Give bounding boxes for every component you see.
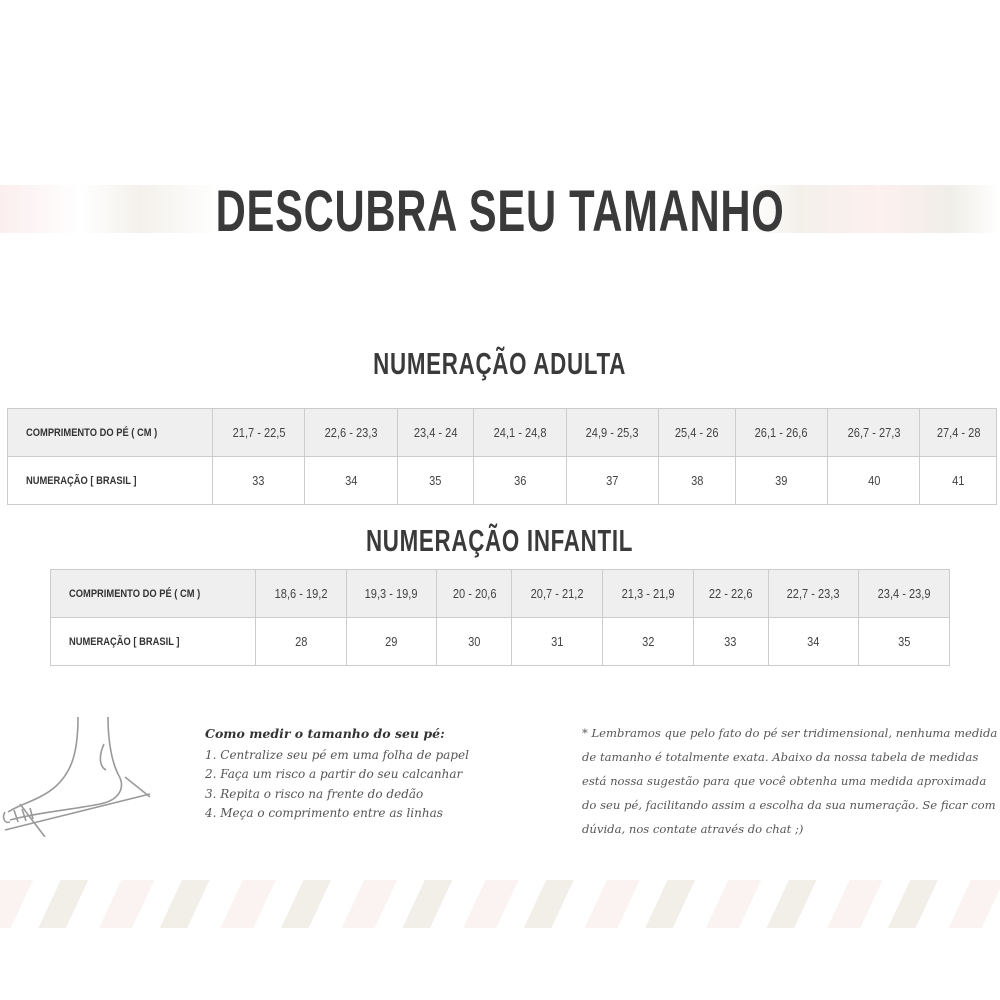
length-cell: 21,7 - 22,5 — [211, 408, 306, 457]
size-cell: 35 — [858, 617, 950, 666]
length-cell: 27,4 - 28 — [919, 408, 997, 457]
size-cell: 41 — [919, 456, 997, 505]
length-cell: 22,7 - 23,3 — [767, 569, 860, 618]
size-cell: 33 — [211, 456, 306, 505]
how-to-step: 3. Repita o risco na frente do dedão — [205, 786, 424, 801]
how-to-measure: Como medir o tamanho do seu pé: 1. Centr… — [205, 724, 469, 824]
length-cell: 18,6 - 19,2 — [255, 569, 347, 618]
page-title: DESCUBRA SEU TAMANHO — [215, 179, 785, 244]
size-cell: 29 — [345, 617, 438, 666]
length-cell: 20,7 - 21,2 — [511, 569, 603, 618]
size-cell: 31 — [511, 617, 603, 666]
size-cell: 40 — [827, 456, 921, 505]
decorative-banner-bottom — [0, 880, 1000, 928]
row-label: COMPRIMENTO DO PÉ ( CM ) — [7, 408, 213, 457]
adult-size-table: COMPRIMENTO DO PÉ ( CM ) 21,7 - 22,5 22,6 … — [7, 408, 997, 505]
size-cell: 33 — [692, 617, 769, 666]
length-cell: 26,7 - 27,3 — [827, 408, 921, 457]
size-cell: 32 — [601, 617, 694, 666]
length-row: COMPRIMENTO DO PÉ ( CM ) 21,7 - 22,5 22,6 … — [7, 408, 997, 457]
adult-title: NUMERAÇÃO ADULTA — [373, 346, 627, 381]
length-cell: 26,1 - 26,6 — [734, 408, 829, 457]
length-cell: 21,3 - 21,9 — [601, 569, 694, 618]
size-cell: 35 — [396, 456, 475, 505]
length-cell: 22,6 - 23,3 — [304, 408, 398, 457]
size-cell: 34 — [767, 617, 860, 666]
size-cell: 34 — [304, 456, 398, 505]
length-cell: 24,1 - 24,8 — [473, 408, 567, 457]
size-cell: 30 — [436, 617, 513, 666]
length-cell: 20 - 20,6 — [436, 569, 513, 618]
length-cell: 19,3 - 19,9 — [345, 569, 438, 618]
length-cell: 22 - 22,6 — [692, 569, 769, 618]
infant-size-table: COMPRIMENTO DO PÉ ( CM ) 18,6 - 19,2 19,3 … — [50, 569, 950, 666]
infant-title: NUMERAÇÃO INFANTIL — [366, 523, 634, 558]
how-to-heading: Como medir o tamanho do seu pé: — [205, 726, 445, 741]
size-cell: 28 — [255, 617, 347, 666]
size-row: NUMERAÇÃO [ BRASIL ] 28 29 30 31 32 33 34 35 — [50, 617, 950, 666]
how-to-step: 2. Faça um risco a partir do seu calcanh… — [205, 767, 463, 781]
how-to-step: 4. Meça o comprimento entre as linhas — [205, 806, 443, 820]
size-row: NUMERAÇÃO [ BRASIL ] 33 34 35 36 37 38 39 40 41 — [7, 456, 997, 505]
measurement-note: * Lembramos que pelo fato do pé ser trid… — [582, 726, 998, 836]
size-cell: 36 — [473, 456, 567, 505]
length-cell: 23,4 - 24 — [396, 408, 475, 457]
row-label: COMPRIMENTO DO PÉ ( CM ) — [50, 569, 256, 618]
size-cell: 38 — [658, 456, 736, 505]
row-label: NUMERAÇÃO [ BRASIL ] — [7, 456, 213, 505]
foot-illustration-icon — [2, 716, 151, 837]
length-row: COMPRIMENTO DO PÉ ( CM ) 18,6 - 19,2 19,3 … — [50, 569, 950, 618]
how-to-step: 1. Centralize seu pé em uma folha de pap… — [205, 747, 469, 762]
length-cell: 23,4 - 23,9 — [858, 569, 950, 618]
decorative-banner-top — [0, 185, 1000, 233]
length-cell: 25,4 - 26 — [658, 408, 736, 457]
row-label: NUMERAÇÃO [ BRASIL ] — [50, 617, 256, 666]
size-cell: 37 — [565, 456, 660, 505]
size-cell: 39 — [734, 456, 829, 505]
length-cell: 24,9 - 25,3 — [565, 408, 660, 457]
